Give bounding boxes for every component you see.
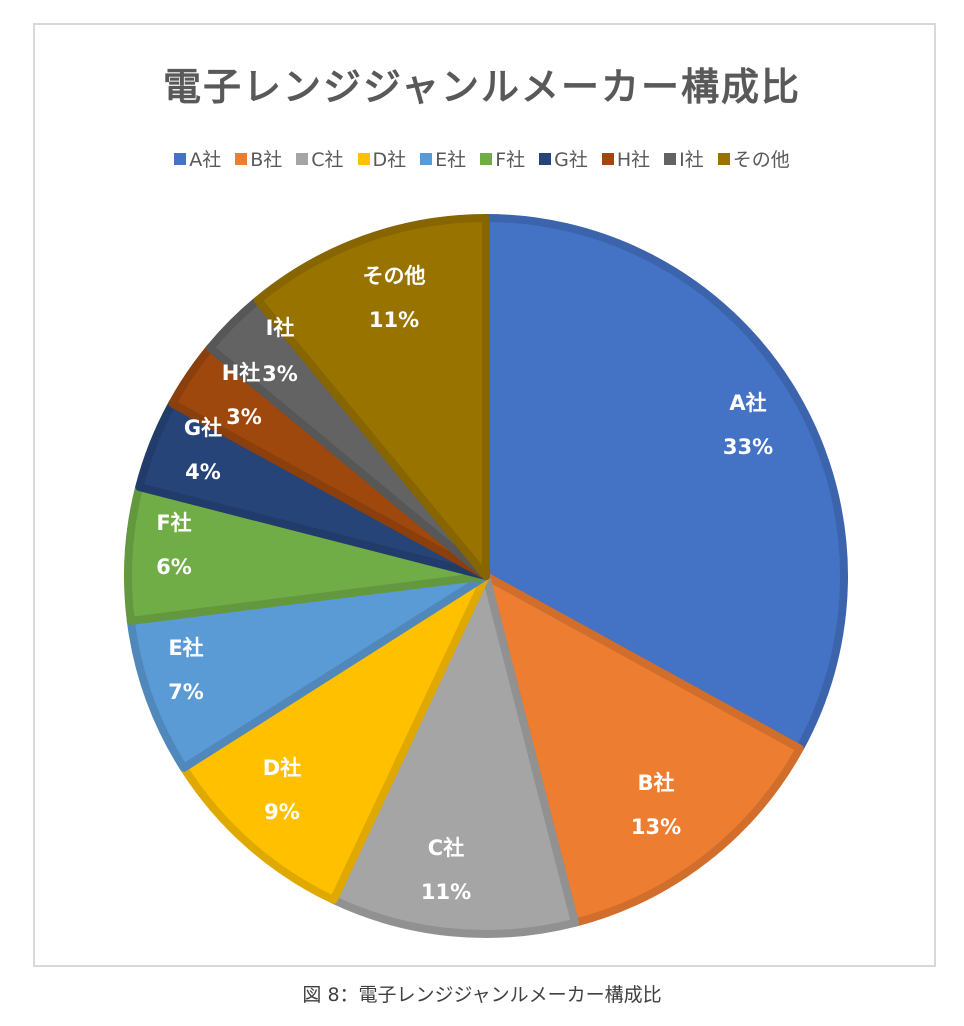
legend-label: H社 bbox=[616, 149, 651, 171]
slice-label-percent: 4% bbox=[185, 460, 221, 484]
slice-label-name: A社 bbox=[729, 391, 766, 415]
slice-label-name: C社 bbox=[428, 836, 464, 860]
legend-label: F社 bbox=[495, 149, 526, 171]
legend-item: I社 bbox=[664, 145, 704, 172]
legend-swatch-icon bbox=[601, 152, 614, 165]
slice-label-percent: 6% bbox=[156, 555, 192, 579]
pie-slice bbox=[482, 214, 848, 753]
slice-label-name: H社 bbox=[222, 361, 261, 385]
slice-label-percent: 11% bbox=[369, 308, 419, 332]
slice-label-name: D社 bbox=[263, 756, 301, 780]
slice-label-name: B社 bbox=[637, 771, 674, 795]
legend-label: B社 bbox=[250, 149, 283, 171]
legend-item: D社 bbox=[357, 145, 407, 172]
slice-label-name: E社 bbox=[168, 636, 203, 660]
slice-label-percent: 7% bbox=[168, 680, 204, 704]
legend-swatch-icon bbox=[174, 152, 187, 165]
slice-label-percent: 33% bbox=[723, 435, 773, 459]
slice-label-percent: 13% bbox=[631, 815, 681, 839]
legend-label: E社 bbox=[435, 149, 467, 171]
legend-label: I社 bbox=[679, 149, 704, 171]
legend-item: G社 bbox=[539, 145, 588, 172]
legend-swatch-icon bbox=[296, 152, 309, 165]
legend-label: G社 bbox=[554, 149, 588, 171]
legend-swatch-icon bbox=[420, 152, 433, 165]
pie-slice bbox=[329, 572, 580, 938]
legend-item: A社 bbox=[174, 145, 221, 172]
legend-swatch-icon bbox=[664, 152, 677, 165]
legend-label: D社 bbox=[372, 149, 407, 171]
legend-label: C社 bbox=[311, 149, 344, 171]
legend-item: E社 bbox=[420, 145, 466, 172]
slice-label-percent: 3% bbox=[262, 362, 298, 386]
pie-slice bbox=[126, 572, 490, 772]
legend-item: H社 bbox=[601, 145, 651, 172]
legend-swatch-icon bbox=[480, 152, 493, 165]
pie-slice bbox=[179, 572, 490, 904]
legend-swatch-icon bbox=[717, 152, 730, 165]
figure-caption: 図 8：電子レンジジャンルメーカー構成比 bbox=[302, 984, 662, 1006]
slice-label-name: F社 bbox=[156, 511, 191, 535]
slice-label-name: G社 bbox=[184, 416, 222, 440]
slice-label-percent: 11% bbox=[421, 880, 471, 904]
legend-swatch-icon bbox=[357, 152, 370, 165]
chart-title: 電子レンジジャンルメーカー構成比 bbox=[162, 65, 802, 109]
pie-slice bbox=[253, 214, 490, 580]
slice-label-percent: 9% bbox=[264, 800, 300, 824]
pie-slice bbox=[482, 572, 804, 927]
legend-item: F社 bbox=[480, 145, 525, 172]
slice-label-name: その他 bbox=[363, 264, 426, 288]
legend-label: A社 bbox=[189, 149, 222, 171]
slice-label-name: I社 bbox=[266, 316, 295, 340]
legend-swatch-icon bbox=[235, 152, 248, 165]
legend-label: その他 bbox=[732, 149, 790, 171]
chart-legend: A社 B社 C社 D社 E社 F社 G社 H社 I社 その他 bbox=[0, 145, 964, 172]
legend-item: B社 bbox=[235, 145, 282, 172]
slice-label-percent: 3% bbox=[226, 405, 262, 429]
legend-item: その他 bbox=[717, 145, 790, 172]
legend-swatch-icon bbox=[539, 152, 552, 165]
legend-item: C社 bbox=[296, 145, 344, 172]
